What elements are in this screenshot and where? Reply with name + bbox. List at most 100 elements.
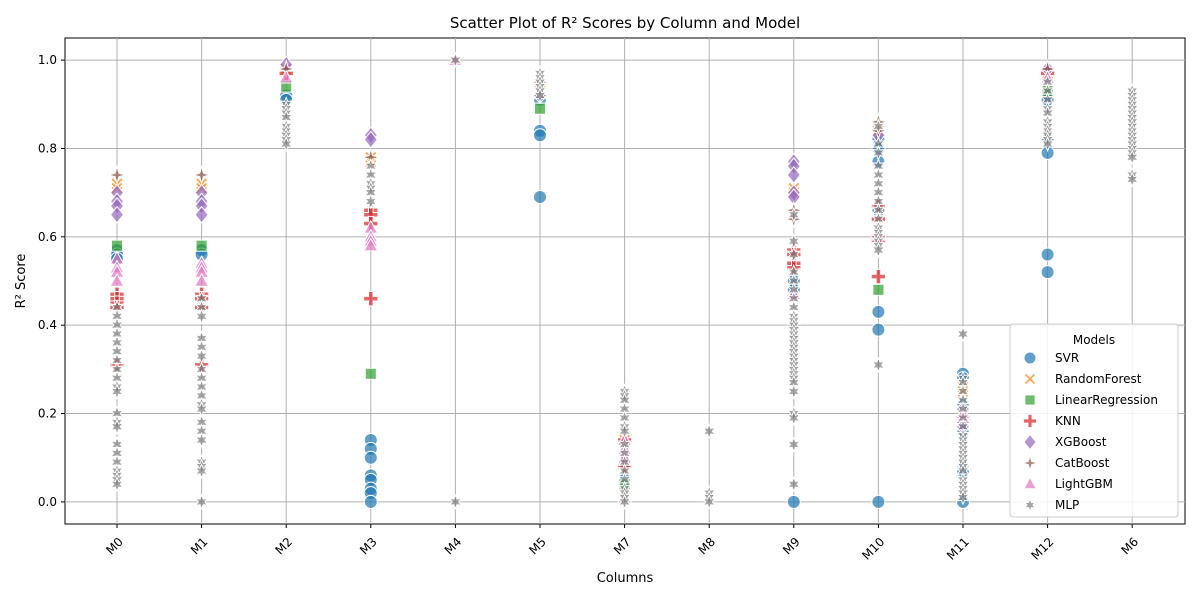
data-point <box>107 165 127 185</box>
data-point <box>363 193 378 210</box>
data-point <box>194 493 209 511</box>
legend-label: RandomForest <box>1055 372 1142 386</box>
x-tick-label: M8 <box>696 535 719 558</box>
data-point <box>363 237 379 252</box>
data-point <box>786 494 801 509</box>
data-point <box>532 87 548 104</box>
data-point <box>786 246 801 263</box>
legend-entry-xgboost: XGBoost <box>1023 433 1107 451</box>
x-tick-label: M5 <box>526 535 549 558</box>
data-point <box>871 118 886 135</box>
data-point <box>194 431 209 449</box>
x-tick-label: M0 <box>103 535 126 558</box>
legend-marker <box>1023 372 1037 386</box>
data-point <box>1125 149 1140 166</box>
data-point <box>955 489 971 506</box>
data-point <box>871 322 886 337</box>
legend-entry-mlp: MLP <box>1023 497 1079 513</box>
y-tick-label: 0.2 <box>38 407 57 421</box>
data-point <box>448 51 463 69</box>
series-lightgbm <box>109 51 1056 504</box>
data-point <box>109 205 125 224</box>
legend-marker <box>1022 413 1038 429</box>
y-tick-label: 0.0 <box>38 495 57 509</box>
data-point <box>109 476 125 493</box>
data-point <box>279 135 294 153</box>
legend-label: LinearRegression <box>1055 393 1158 407</box>
data-point <box>109 383 125 400</box>
y-tick-label: 0.4 <box>38 318 57 332</box>
chart-title: Scatter Plot of R² Scores by Column and … <box>450 14 800 32</box>
y-tick-label: 0.8 <box>38 141 57 155</box>
series-randomforest <box>110 62 1055 447</box>
data-point <box>533 102 547 115</box>
data-point <box>702 493 717 511</box>
legend-marker <box>1022 476 1038 490</box>
data-point <box>363 494 378 509</box>
data-point <box>786 206 801 223</box>
series-mlp <box>109 51 1140 511</box>
legend-entry-lightgbm: LightGBM <box>1022 476 1113 491</box>
data-point <box>1040 265 1055 280</box>
data-point <box>871 241 886 259</box>
y-axis-ticks: 0.0 0.2 0.4 0.6 0.8 1.0 <box>38 53 65 509</box>
data-point <box>194 308 209 325</box>
x-axis-label: Columns <box>597 571 654 586</box>
series-linearregression <box>110 80 1054 491</box>
data-point <box>364 367 377 380</box>
data-point <box>533 190 547 205</box>
data-point <box>702 423 717 440</box>
x-tick-label: M7 <box>611 535 634 558</box>
data-point <box>194 347 209 365</box>
data-point <box>870 268 887 285</box>
y-tick-label: 0.6 <box>38 230 57 244</box>
x-tick-label: M11 <box>944 535 972 563</box>
data-point <box>872 283 885 296</box>
legend-entry-catboost: CatBoost <box>1020 453 1110 473</box>
data-point <box>191 165 212 185</box>
data-point <box>448 493 463 511</box>
data-point <box>363 450 378 465</box>
data-point <box>955 325 971 343</box>
legend-label: KNN <box>1055 414 1081 428</box>
data-point <box>533 128 547 143</box>
legend-marker <box>1023 351 1037 365</box>
data-points <box>107 51 1140 511</box>
legend-marker <box>1023 433 1037 451</box>
series-svr <box>110 88 1055 509</box>
data-point <box>195 239 208 252</box>
data-point <box>786 436 801 453</box>
series-catboost <box>107 59 1058 230</box>
legend-entry-svr: SVR <box>1023 351 1079 365</box>
data-point <box>617 493 632 511</box>
x-tick-label: M12 <box>1029 535 1057 563</box>
legend-label: LightGBM <box>1055 477 1113 491</box>
data-point <box>363 291 379 307</box>
legend-marker <box>1023 497 1037 513</box>
legend-title: Models <box>1073 333 1115 347</box>
x-axis-ticks: M0 M1 M2 M3 M4 M5 M7 M8 M9 M10 M11 M12 M6 <box>103 524 1141 563</box>
series-knn <box>109 65 1056 475</box>
legend-label: MLP <box>1055 498 1079 512</box>
x-tick-label: M4 <box>442 535 465 558</box>
data-point <box>110 239 124 252</box>
data-point <box>1040 247 1055 262</box>
data-point <box>871 356 886 374</box>
data-point <box>786 409 801 427</box>
data-point <box>193 272 210 287</box>
data-point <box>1040 135 1055 153</box>
legend-label: XGBoost <box>1055 435 1107 449</box>
legend-marker <box>1020 453 1040 473</box>
legend-entry-knn: KNN <box>1022 413 1081 429</box>
y-tick-label: 1.0 <box>38 53 57 67</box>
data-point <box>109 418 125 435</box>
data-point <box>278 69 294 84</box>
legend-marker <box>1024 394 1036 406</box>
data-point <box>194 462 209 480</box>
x-tick-label: M3 <box>357 535 380 558</box>
x-tick-label: M9 <box>780 535 803 558</box>
data-point <box>786 166 801 184</box>
x-tick-label: M10 <box>859 535 887 563</box>
legend-entry-linearregression: LinearRegression <box>1024 393 1158 407</box>
